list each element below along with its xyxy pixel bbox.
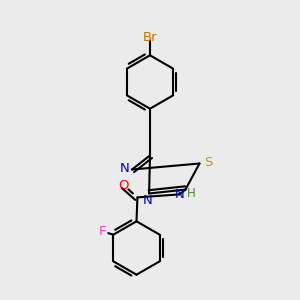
Text: H: H [186,187,195,200]
Text: N: N [175,188,184,201]
Text: N: N [120,161,129,175]
Text: O: O [119,179,129,192]
Text: N: N [143,194,152,208]
Text: S: S [204,156,212,170]
Text: F: F [99,225,106,238]
Text: Br: Br [143,31,157,44]
